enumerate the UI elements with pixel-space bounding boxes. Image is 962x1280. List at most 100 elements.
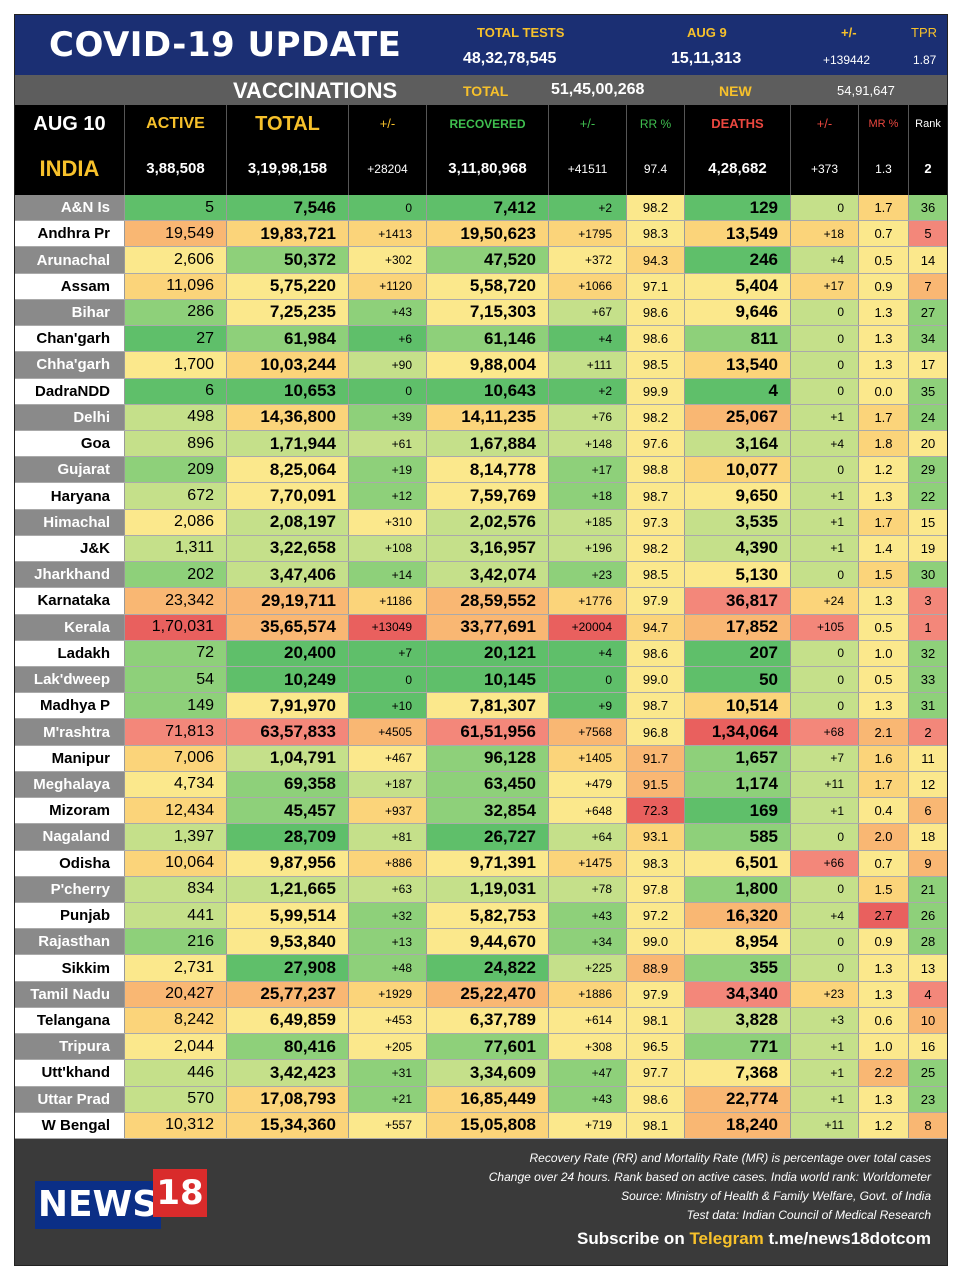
subscribe-prefix: Subscribe on <box>577 1229 685 1248</box>
cell-deaths: 13,540 <box>685 352 791 378</box>
cell-rc: +23 <box>549 562 627 588</box>
cell-active: 896 <box>125 431 227 457</box>
cell-active: 12,434 <box>125 798 227 824</box>
table-row: Kerala 1,70,031 35,65,574 +13049 33,77,691 +2… <box>15 614 947 641</box>
cell-deaths: 9,646 <box>685 299 791 326</box>
cell-mr: 1.8 <box>859 431 909 457</box>
cell-deaths: 6,501 <box>685 850 791 876</box>
cell-rank: 32 <box>909 640 947 666</box>
col-rank: Rank <box>915 118 941 130</box>
cell-rec: 61,146 <box>427 326 549 352</box>
cell-name: Gujarat <box>15 457 125 483</box>
cell-name: Jharkhand <box>15 562 125 588</box>
cell-rr: 98.6 <box>627 326 685 352</box>
cell-total: 9,53,840 <box>227 929 349 955</box>
india-deaths: 4,28,682 <box>685 143 791 195</box>
col-total: TOTAL <box>227 105 349 143</box>
cell-tc: +1120 <box>349 273 427 299</box>
table-row: Odisha 10,064 9,87,956 +886 9,71,391 +1475 98.… <box>15 850 947 877</box>
cell-rr: 97.6 <box>627 431 685 457</box>
cell-rr: 97.2 <box>627 903 685 929</box>
cell-deaths: 129 <box>685 195 791 221</box>
cell-rr: 98.3 <box>627 221 685 247</box>
cell-rr: 97.9 <box>627 981 685 1007</box>
cell-active: 209 <box>125 457 227 483</box>
cell-dc: +4 <box>791 431 859 457</box>
cell-mr: 1.6 <box>859 745 909 771</box>
cell-mr: 1.7 <box>859 771 909 798</box>
cell-active: 72 <box>125 640 227 666</box>
india-active: 3,88,508 <box>125 143 227 195</box>
cell-name: P'cherry <box>15 876 125 902</box>
cell-active: 672 <box>125 483 227 509</box>
cell-rank: 21 <box>909 876 947 902</box>
cell-name: A&N Is <box>15 195 125 221</box>
cell-dc: 0 <box>791 195 859 221</box>
table-row: Delhi 498 14,36,800 +39 14,11,235 +76 98.2 25,0… <box>15 404 947 431</box>
cell-rc: +17 <box>549 457 627 483</box>
table-row: Assam 11,096 5,75,220 +1120 5,58,720 +1066 97.… <box>15 273 947 300</box>
cell-dc: 0 <box>791 929 859 955</box>
cell-tc: +310 <box>349 509 427 535</box>
cell-total: 3,42,423 <box>227 1060 349 1086</box>
vacc-new-label: NEW <box>719 83 752 99</box>
col-deaths-change: +/- <box>791 105 859 143</box>
cell-mr: 0.7 <box>859 850 909 876</box>
telegram-label: Telegram <box>689 1229 764 1248</box>
col-date: AUG 10 <box>15 105 125 143</box>
table-row: Nagaland 1,397 28,709 +81 26,727 +64 93.1 585 0 2… <box>15 824 947 851</box>
cell-rr: 99.9 <box>627 378 685 404</box>
subscribe-line: Subscribe on Telegram t.me/news18dotcom <box>577 1229 931 1249</box>
cell-name: Karnataka <box>15 588 125 614</box>
cell-tc: 0 <box>349 378 427 404</box>
cell-active: 54 <box>125 667 227 693</box>
table-row: Telangana 8,242 6,49,859 +453 6,37,789 +614 98… <box>15 1007 947 1035</box>
cell-tc: +1186 <box>349 588 427 614</box>
cell-rr: 97.3 <box>627 509 685 535</box>
cell-rank: 11 <box>909 745 947 771</box>
cell-dc: +68 <box>791 719 859 745</box>
cell-rc: +78 <box>549 876 627 902</box>
cell-active: 216 <box>125 929 227 955</box>
cell-rank: 14 <box>909 247 947 273</box>
cell-mr: 1.0 <box>859 640 909 666</box>
cell-rr: 98.2 <box>627 195 685 221</box>
cell-mr: 1.4 <box>859 535 909 562</box>
cell-deaths: 1,174 <box>685 771 791 798</box>
cell-rec: 8,14,778 <box>427 457 549 483</box>
cell-rr: 98.7 <box>627 483 685 509</box>
cell-deaths: 8,954 <box>685 929 791 955</box>
cell-rr: 97.9 <box>627 588 685 614</box>
cell-rr: 94.3 <box>627 247 685 273</box>
cell-mr: 1.2 <box>859 457 909 483</box>
cell-name: Manipur <box>15 745 125 771</box>
cell-name: Haryana <box>15 483 125 509</box>
cell-deaths: 1,800 <box>685 876 791 902</box>
cell-total: 15,34,360 <box>227 1112 349 1138</box>
table-row: Mizoram 12,434 45,457 +937 32,854 +648 72.3 169… <box>15 798 947 825</box>
cell-rec: 7,412 <box>427 195 549 221</box>
cell-mr: 1.5 <box>859 876 909 902</box>
cell-deaths: 13,549 <box>685 221 791 247</box>
cell-rr: 98.7 <box>627 693 685 719</box>
cell-mr: 1.3 <box>859 1086 909 1112</box>
cell-active: 71,813 <box>125 719 227 745</box>
cell-tc: +13049 <box>349 614 427 640</box>
cell-rr: 98.8 <box>627 457 685 483</box>
cell-dc: 0 <box>791 352 859 378</box>
cell-total: 7,91,970 <box>227 693 349 719</box>
vacc-new-value: 54,91,647 <box>837 83 895 98</box>
telegram-link[interactable]: t.me/news18dotcom <box>768 1229 932 1248</box>
cell-dc: 0 <box>791 562 859 588</box>
cell-deaths: 25,067 <box>685 404 791 430</box>
cell-active: 8,242 <box>125 1007 227 1034</box>
cell-total: 45,457 <box>227 798 349 824</box>
cell-total: 19,83,721 <box>227 221 349 247</box>
infographic: COVID-19 UPDATE TOTAL TESTS 48,32,78,545… <box>14 14 948 1266</box>
footnote-source: Source: Ministry of Health & Family Welf… <box>621 1189 931 1203</box>
cell-active: 570 <box>125 1086 227 1112</box>
table-row: Andhra Pr 19,549 19,83,721 +1413 19,50,623 +1… <box>15 221 947 248</box>
cell-total: 63,57,833 <box>227 719 349 745</box>
cell-total: 1,04,791 <box>227 745 349 771</box>
cell-rr: 88.9 <box>627 955 685 981</box>
